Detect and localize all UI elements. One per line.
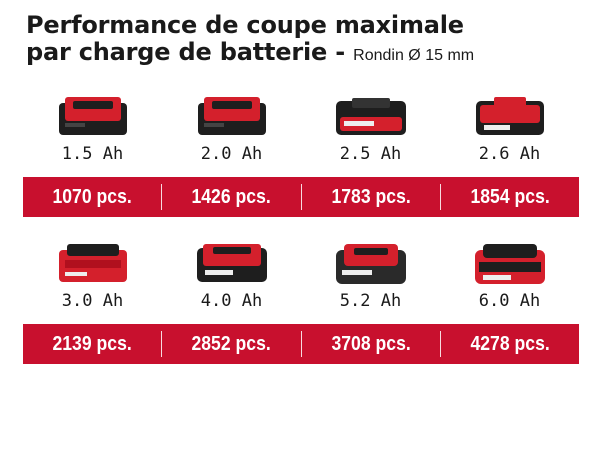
title-subtitle: Rondin Ø 15 mm — [353, 47, 475, 64]
cut-count: 2139 pcs. — [52, 333, 132, 355]
divider — [439, 331, 441, 357]
cut-count: 3708 pcs. — [330, 333, 411, 355]
battery-pack-icon — [474, 244, 545, 284]
cut-count: 2852 pcs. — [191, 333, 272, 355]
battery-capacity: 5.2 Ah — [339, 291, 402, 311]
divider — [300, 331, 302, 357]
battery-pack-icon — [196, 244, 267, 282]
battery-cell — [301, 93, 440, 143]
battery-pack-icon — [335, 98, 406, 135]
battery-capacity: 6.0 Ah — [478, 291, 541, 311]
battery-row-1: 1.5 Ah 2.0 Ah 2.5 Ah 2.6 Ah 1070 pcs. 14… — [23, 93, 579, 223]
divider — [161, 184, 163, 210]
cut-count: 1854 pcs. — [470, 186, 550, 208]
battery-pack-icon — [58, 97, 127, 135]
title-line-2: par charge de batterie - Rondin Ø 15 mm — [26, 39, 586, 69]
battery-cell — [162, 93, 301, 143]
battery-capacity: 2.6 Ah — [478, 144, 541, 164]
battery-capacity: 2.5 Ah — [339, 144, 402, 164]
battery-capacity: 3.0 Ah — [61, 291, 124, 311]
title-line-1: Performance de coupe maximale — [26, 11, 464, 39]
cut-count: 4278 pcs. — [470, 333, 550, 355]
cut-count: 1426 pcs. — [191, 186, 272, 208]
battery-cell — [162, 240, 301, 290]
title-line-2-text: par charge de batterie - — [26, 38, 345, 66]
battery-capacity: 4.0 Ah — [200, 291, 263, 311]
battery-cell — [23, 93, 162, 143]
battery-capacity: 1.5 Ah — [61, 144, 124, 164]
cuts-bar: 1070 pcs. 1426 pcs. 1783 pcs. 1854 pcs. — [23, 177, 579, 217]
divider — [161, 331, 163, 357]
cut-count: 1070 pcs. — [52, 186, 132, 208]
battery-pack-icon — [335, 244, 406, 284]
page-title: Performance de coupe maximale par charge… — [26, 12, 586, 69]
battery-capacity: 2.0 Ah — [200, 144, 263, 164]
cuts-bar: 2139 pcs. 2852 pcs. 3708 pcs. 4278 pcs. — [23, 324, 579, 364]
battery-cell — [23, 240, 162, 290]
battery-pack-icon — [58, 244, 127, 282]
cut-count: 1783 pcs. — [330, 186, 411, 208]
battery-pack-icon — [197, 97, 266, 135]
battery-cell — [440, 93, 579, 143]
divider — [300, 184, 302, 210]
battery-row-2: 3.0 Ah 4.0 Ah 5.2 Ah 6.0 Ah 2139 pcs. 28… — [23, 240, 579, 370]
battery-pack-icon — [475, 97, 544, 135]
battery-cell — [301, 240, 440, 290]
divider — [439, 184, 441, 210]
battery-cell — [440, 240, 579, 290]
